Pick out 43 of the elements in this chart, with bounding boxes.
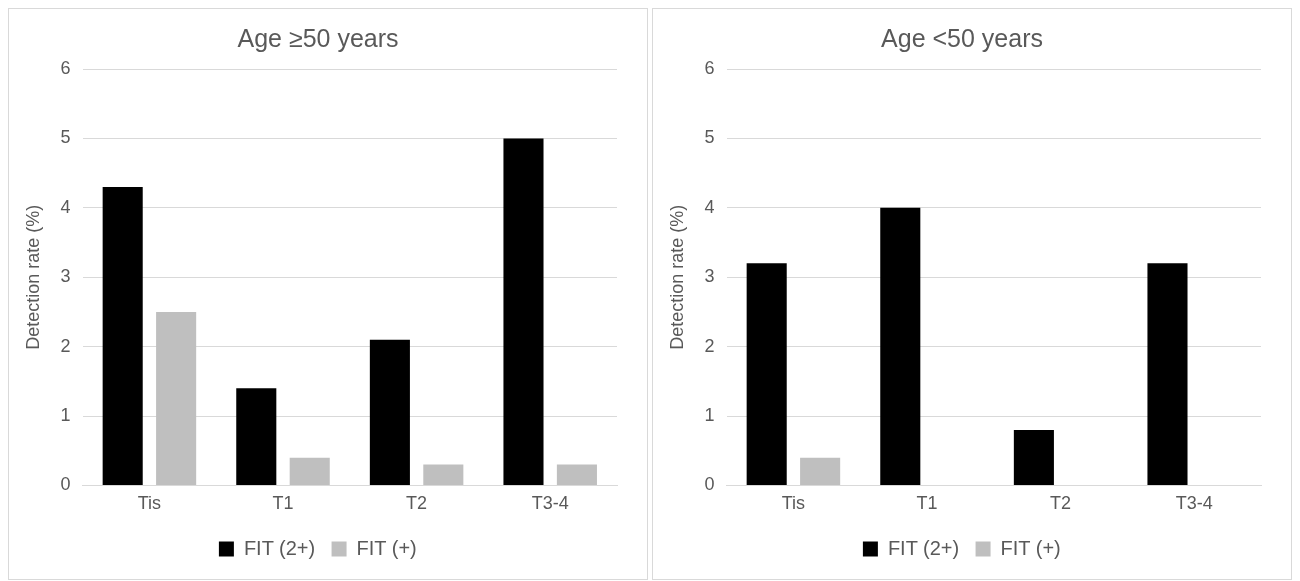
- bar: [800, 457, 841, 485]
- bar: [1147, 263, 1188, 485]
- bar: [289, 457, 330, 485]
- y-tick-label: 4: [704, 196, 715, 217]
- x-tick-label: T2: [406, 493, 428, 514]
- x-tick-label: T3-4: [531, 493, 569, 514]
- bar: [503, 138, 544, 485]
- bar: [746, 263, 787, 485]
- legend-label: FIT (2+): [243, 536, 316, 559]
- y-tick-label: 0: [60, 474, 71, 495]
- bar: [102, 186, 143, 485]
- y-tick-label: 5: [704, 127, 715, 148]
- bar: [1013, 429, 1054, 485]
- chart-title: Age <50 years: [881, 23, 1043, 52]
- y-tick-label: 6: [60, 57, 71, 78]
- y-axis-title: Detection rate (%): [22, 204, 43, 350]
- x-tick-label: Tis: [137, 493, 162, 514]
- y-tick-label: 6: [704, 57, 715, 78]
- y-tick-label: 0: [704, 474, 715, 495]
- legend-label: FIT (+): [1000, 536, 1061, 559]
- y-tick-label: 1: [704, 404, 715, 425]
- bar: [423, 464, 464, 485]
- x-tick-label: T3-4: [1175, 493, 1213, 514]
- bar: [156, 311, 197, 485]
- y-tick-label: 5: [60, 127, 71, 148]
- legend-label: FIT (+): [356, 536, 417, 559]
- y-tick-label: 2: [60, 335, 71, 356]
- y-tick-label: 3: [60, 266, 71, 287]
- y-tick-label: 2: [704, 335, 715, 356]
- bar: [556, 464, 597, 485]
- x-tick-label: T2: [1050, 493, 1072, 514]
- y-tick-label: 3: [704, 266, 715, 287]
- bar: [236, 388, 277, 485]
- bar: [880, 207, 921, 485]
- bar: [369, 339, 410, 485]
- y-axis-title: Detection rate (%): [666, 204, 687, 350]
- x-tick-label: Tis: [781, 493, 806, 514]
- chart-title: Age ≥50 years: [237, 23, 399, 52]
- x-tick-label: T1: [916, 493, 938, 514]
- legend-label: FIT (2+): [887, 536, 960, 559]
- x-tick-label: T1: [272, 493, 294, 514]
- y-tick-label: 1: [60, 404, 71, 425]
- y-tick-label: 4: [60, 196, 71, 217]
